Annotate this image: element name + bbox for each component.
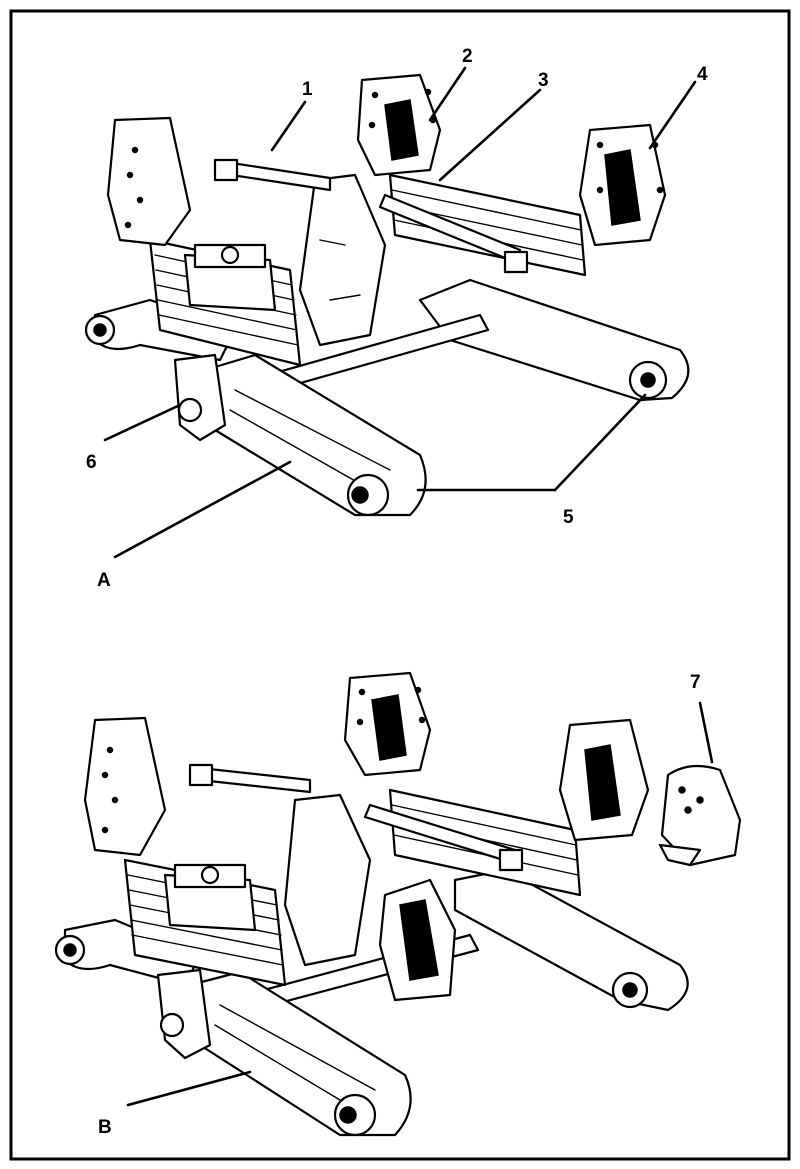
- figure-b-label: B: [98, 1117, 112, 1138]
- figure-a-label: A: [97, 570, 111, 591]
- callout-1: 1: [302, 79, 313, 100]
- figure-b-drawing: [54, 671, 742, 1137]
- callout-7: 7: [690, 672, 701, 693]
- figure-a-leaders: [103, 66, 697, 559]
- callout-4: 4: [697, 64, 708, 85]
- figure-b-leaders: [126, 701, 714, 1107]
- figure-a-drawing: [84, 73, 690, 517]
- callout-6: 6: [86, 452, 97, 473]
- figure-b-callouts: 7 B: [98, 672, 701, 1138]
- figure-a-callouts: 1 2 3 4 5 6 A: [86, 46, 708, 591]
- page-border: [9, 9, 791, 1161]
- callout-3: 3: [538, 70, 549, 91]
- callout-5: 5: [563, 507, 574, 528]
- callout-2: 2: [462, 46, 473, 67]
